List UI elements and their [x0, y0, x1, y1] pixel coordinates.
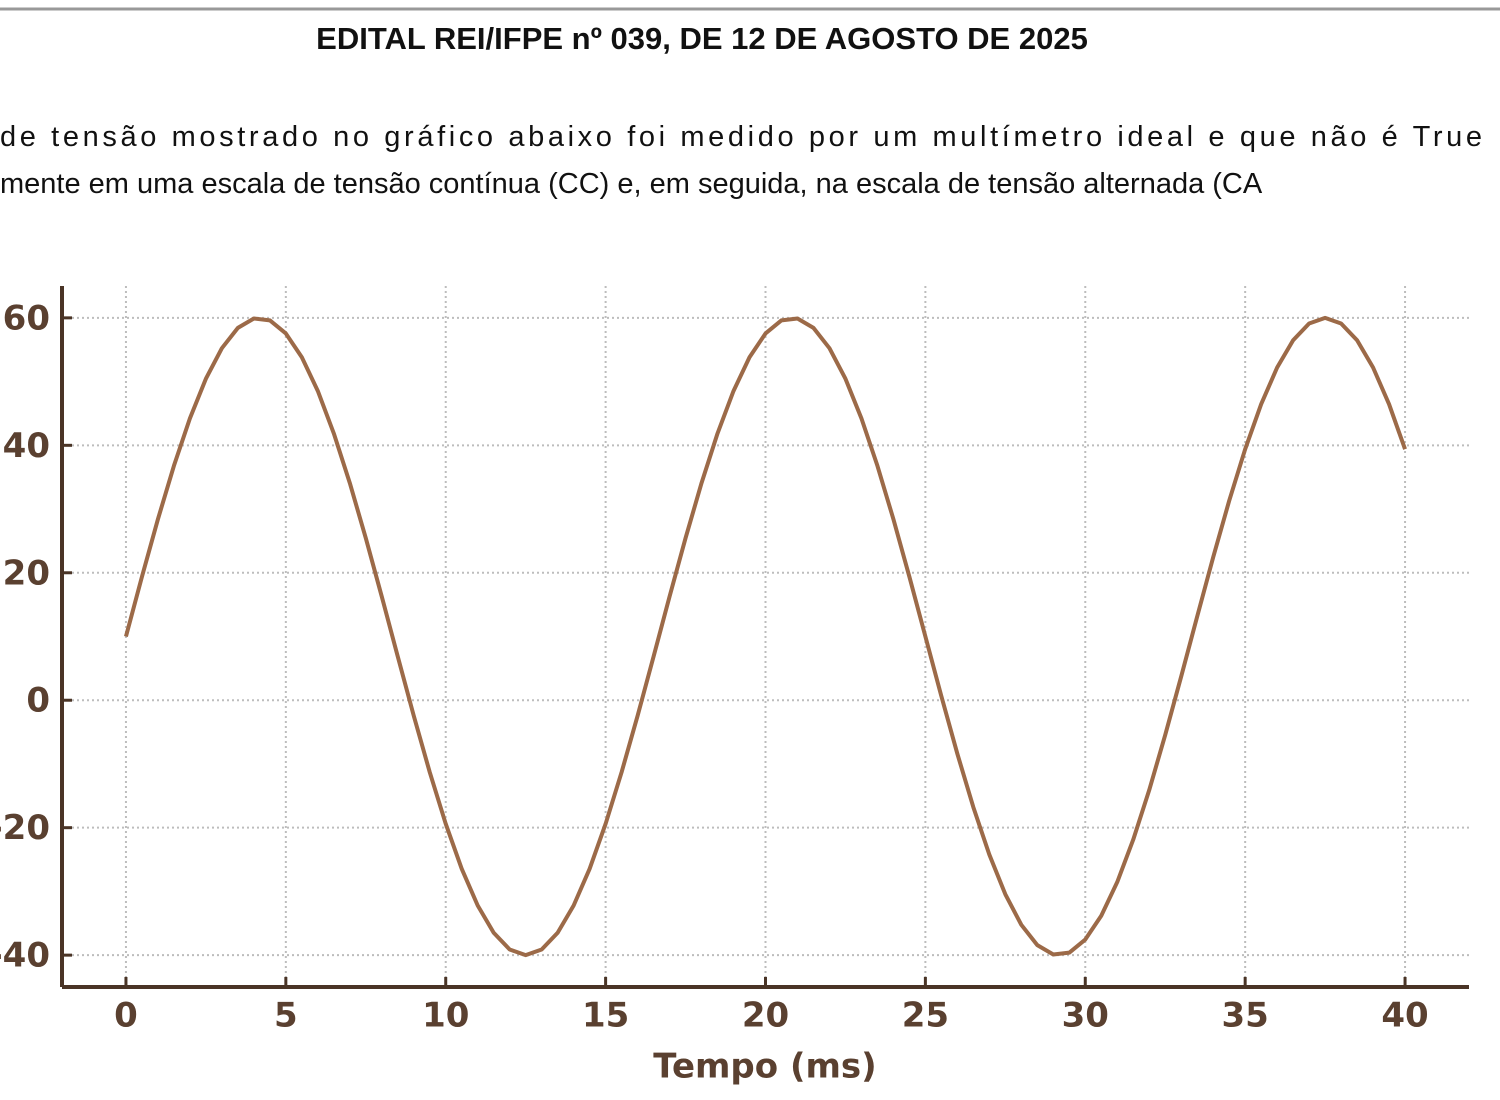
x-tick-label: 35 [1221, 996, 1268, 1036]
data-line [124, 315, 1407, 958]
y-tick-label: -20 [0, 808, 50, 848]
y-tick-label: 60 [3, 298, 50, 338]
x-tick-label: 10 [422, 996, 469, 1036]
x-tick-label: 15 [582, 996, 629, 1036]
x-tick-label: 0 [114, 996, 138, 1036]
paragraph-line: de tensão mostrado no gráfico abaixo foi… [0, 121, 1482, 153]
y-tick-label: -40 [0, 936, 50, 976]
y-tick-label: 20 [3, 553, 50, 593]
y-tick-label: 40 [3, 426, 50, 466]
document-title: EDITAL REI/IFPE nº 039, DE 12 DE AGOSTO … [316, 21, 1088, 56]
x-axis-label: Tempo (ms) [653, 1047, 876, 1087]
x-tick-label: 30 [1062, 996, 1109, 1036]
x-tick-label: 5 [274, 996, 298, 1036]
x-tick-label: 25 [902, 996, 949, 1036]
y-tick-label: 0 [26, 681, 50, 721]
paragraph-line: mente em uma escala de tensão contínua (… [0, 168, 1263, 200]
x-tick-label: 20 [742, 996, 789, 1036]
x-tick-label: 40 [1381, 996, 1428, 1036]
chart: -40 -20 0 20 40 60 0 5 10 15 20 25 30 35 40 Tempo (ms) [0, 286, 1469, 1087]
